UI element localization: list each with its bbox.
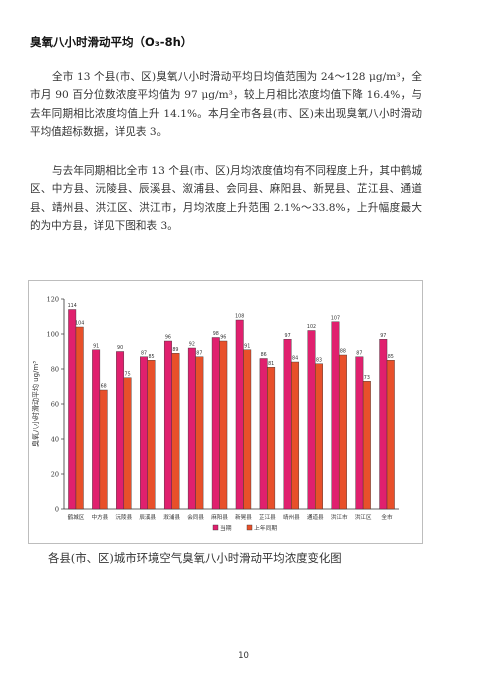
data-label: 75 [125, 371, 131, 377]
y-tick-label: 20 [51, 471, 59, 479]
y-tick-label: 0 [55, 506, 59, 514]
legend-label: 上年同期 [254, 524, 277, 532]
bar-current [68, 309, 77, 510]
data-label: 87 [141, 350, 147, 356]
bar-chart: 0 20 40 60 80 100 120 臭氧八小时滑动平均 ug/m³ 114 104 鹤城区 9… [28, 280, 423, 544]
section-heading: 臭氧八小时滑动平均（O₃-8h） [30, 35, 193, 49]
bar-current [379, 339, 388, 510]
data-label: 98 [213, 331, 219, 337]
x-tick-label: 溆浦县 [163, 513, 180, 521]
bar-last-year [338, 354, 347, 510]
y-tick-label: 100 [47, 331, 59, 339]
bar-current [235, 319, 244, 510]
legend-swatch [246, 524, 253, 531]
bar-current [140, 356, 148, 510]
data-label: 92 [189, 342, 195, 348]
x-tick-label: 沅陵县 [115, 513, 132, 521]
x-tick-label: 中方县 [91, 513, 108, 521]
y-tick-label: 40 [51, 436, 59, 444]
bar-last-year [75, 326, 84, 510]
bar-last-year [267, 367, 276, 510]
bar-last-year [171, 353, 180, 510]
page-number: 10 [238, 651, 249, 661]
data-label: 90 [117, 345, 123, 351]
data-label: 81 [268, 361, 274, 367]
chart-caption: 各县(市、区)城市环境空气臭氧八小时滑动平均浓度变化图 [48, 551, 342, 565]
legend-label: 当期 [220, 524, 232, 532]
y-axis-label: 臭氧八小时滑动平均 ug/m³ [31, 361, 40, 447]
chart-svg: 0 20 40 60 80 100 120 臭氧八小时滑动平均 ug/m³ 114 104 鹤城区 9… [31, 296, 399, 532]
y-tick-label: 80 [51, 366, 59, 374]
data-label: 86 [261, 352, 267, 358]
bar-current [187, 347, 196, 510]
bar-current [116, 351, 125, 510]
bar-current [331, 321, 340, 510]
y-tick-label: 60 [51, 401, 59, 409]
data-label: 88 [340, 349, 346, 355]
legend-swatch [212, 524, 219, 531]
bar-last-year [147, 360, 156, 510]
x-tick-label: 靖州县 [283, 513, 300, 521]
data-label: 73 [364, 375, 370, 381]
x-tick-label: 麻阳县 [211, 513, 228, 521]
bar-last-year [123, 377, 132, 510]
x-tick-label: 芷江县 [259, 513, 276, 521]
data-label: 91 [244, 343, 250, 349]
bar-last-year [315, 363, 323, 510]
data-label: 108 [235, 314, 244, 320]
data-label: 107 [331, 315, 340, 321]
data-label: 114 [68, 303, 77, 309]
data-label: 83 [316, 357, 322, 363]
bar-current [259, 358, 268, 510]
bar-current [283, 339, 292, 510]
x-tick-label: 全市 [381, 513, 393, 521]
data-label: 87 [356, 350, 362, 356]
paragraph-summary: 全市 13 个县(市、区)臭氧八小时滑动平均日均值范围为 24～128 μg/m… [30, 71, 422, 139]
x-tick-label: 会同县 [187, 513, 204, 521]
data-label: 89 [172, 347, 178, 353]
data-label: 87 [196, 350, 202, 356]
bar-current [307, 330, 316, 510]
x-tick-label: 通道县 [307, 513, 324, 521]
data-label: 97 [380, 333, 386, 339]
x-tick-label: 洪江区 [355, 513, 372, 521]
paragraph-comparison: 与去年同期相比全市 13 个县(市、区)月均浓度值均有不同程度上升，其中鹤城区、… [30, 165, 422, 233]
bar-last-year [99, 389, 108, 510]
data-label: 68 [101, 384, 107, 390]
x-tick-label: 辰溪县 [139, 513, 156, 521]
bar-current [163, 340, 172, 510]
data-label: 97 [285, 333, 291, 339]
x-tick-label: 洪江市 [331, 513, 348, 521]
data-label: 85 [148, 354, 154, 360]
bar-last-year [219, 340, 228, 510]
data-label: 84 [292, 356, 298, 362]
data-label: 96 [165, 335, 171, 341]
bar-last-year [243, 349, 252, 510]
x-tick-label: 鹤城区 [68, 513, 85, 521]
data-label: 102 [307, 324, 316, 330]
bar-last-year [291, 361, 300, 510]
data-label: 91 [93, 343, 99, 349]
bar-current [355, 356, 364, 510]
data-label: 85 [388, 354, 394, 360]
bar-current [92, 349, 101, 510]
data-label: 96 [220, 335, 226, 341]
bar-last-year [195, 356, 204, 510]
x-tick-label: 新晃县 [235, 513, 252, 521]
bar-last-year [362, 381, 371, 510]
data-label: 104 [75, 321, 84, 327]
y-tick-label: 120 [47, 296, 59, 304]
bar-last-year [386, 360, 395, 510]
bar-current [211, 337, 220, 510]
